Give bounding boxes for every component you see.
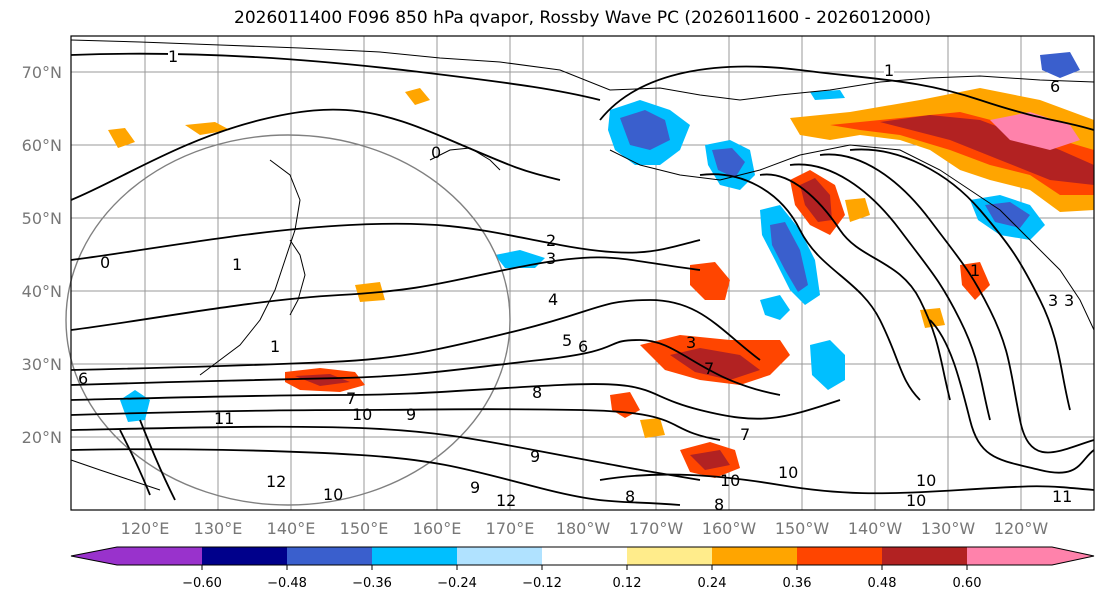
colorbar-cell xyxy=(1052,547,1094,565)
colorbar-tick-label: −0.60 xyxy=(182,576,222,591)
lat-label: 30°N xyxy=(22,355,62,374)
contour-label: 7 xyxy=(704,359,714,378)
colorbar-tick-label: −0.12 xyxy=(522,576,562,591)
contour-label: 6 xyxy=(78,369,88,388)
contour-label: 7 xyxy=(740,425,750,444)
reference-circle xyxy=(65,134,511,506)
contour-label: 7 xyxy=(346,389,356,408)
colorbar-tick-label: 0.36 xyxy=(783,576,812,591)
map-frame xyxy=(70,35,1095,511)
colorbar-cell xyxy=(117,547,202,565)
contour-label: 3 xyxy=(1048,291,1058,310)
contour-label: 12 xyxy=(266,472,286,491)
contour-label: 8 xyxy=(625,487,635,506)
longitude-labels: 120°E 130°E 140°E 150°E 160°E 170°E 180°… xyxy=(121,519,1049,538)
colorbar-tick-label: 0.12 xyxy=(613,576,642,591)
colorbar-tick-label: 0.24 xyxy=(698,576,727,591)
contour-label: 1 xyxy=(168,47,178,66)
lon-label: 150°E xyxy=(340,519,389,538)
contour-label: 4 xyxy=(548,290,558,309)
colorbar-tick-label: −0.48 xyxy=(267,576,307,591)
contour-label: 1 xyxy=(884,61,894,80)
lon-label: 170°E xyxy=(486,519,535,538)
contour-label: 0 xyxy=(431,143,441,162)
colorbar-tick-label: 0.60 xyxy=(953,576,982,591)
lon-label: 160°E xyxy=(413,519,462,538)
lon-label: 140°E xyxy=(267,519,316,538)
contour-label: 8 xyxy=(714,495,724,514)
lon-label: 150°W xyxy=(775,519,830,538)
contour-label-bg xyxy=(884,63,894,77)
lon-label: 180°W xyxy=(556,519,611,538)
contour-labels: 1 1 0 2 3 0 1 4 5 6 3 7 7 8 9 10 11 12 1… xyxy=(78,47,1074,514)
contour-label: 9 xyxy=(406,405,416,424)
colorbar-cell xyxy=(542,547,627,565)
colorbar-cell xyxy=(202,547,287,565)
contour-label-bg xyxy=(168,49,178,63)
contour-label: 2 xyxy=(546,231,556,250)
lon-label: 120°E xyxy=(121,519,170,538)
contour-label: 1 xyxy=(232,255,242,274)
lat-label: 70°N xyxy=(22,63,62,82)
contour-label: 6 xyxy=(578,337,588,356)
colorbar-cell xyxy=(71,547,117,565)
colorbar-tick-label: −0.36 xyxy=(352,576,392,591)
colorbar-cell xyxy=(372,547,457,565)
contour-label: 10 xyxy=(778,463,798,482)
contour-label: 3 xyxy=(546,249,556,268)
latitude-labels: 70°N 60°N 50°N 40°N 30°N 20°N xyxy=(22,63,62,447)
colorbar-tick-label: −0.24 xyxy=(437,576,477,591)
lon-label: 160°W xyxy=(702,519,757,538)
lat-label: 60°N xyxy=(22,136,62,155)
colorbar-cell xyxy=(882,547,967,565)
contour-label: 10 xyxy=(906,491,926,510)
contour-label: 11 xyxy=(214,409,234,428)
contour-lines xyxy=(70,52,1095,506)
contour-label: 0 xyxy=(100,253,110,272)
lon-label: 130°W xyxy=(921,519,976,538)
contour-label: 10 xyxy=(323,485,343,504)
map-title: 2026011400 F096 850 hPa qvapor, Rossby W… xyxy=(234,8,931,28)
lon-label: 140°W xyxy=(848,519,903,538)
contour-label: 12 xyxy=(496,491,516,510)
colorbar: −0.60 −0.48 −0.36 −0.24 −0.12 0.12 0.24 … xyxy=(70,546,1095,591)
contour-label: 10 xyxy=(352,405,372,424)
colorbar-cell xyxy=(712,547,797,565)
colorbar-cell xyxy=(457,547,542,565)
contour-label: 3 xyxy=(1064,291,1074,310)
contour-label: 5 xyxy=(562,331,572,350)
contour-label: 11 xyxy=(1052,487,1072,506)
contour-label: 10 xyxy=(916,471,936,490)
colorbar-outline xyxy=(70,546,1095,566)
contour-label: 8 xyxy=(532,383,542,402)
contour-label: 6 xyxy=(1050,77,1060,96)
contour-label: 3 xyxy=(686,333,696,352)
colorbar-cell xyxy=(627,547,712,565)
contour-label: 10 xyxy=(720,471,740,490)
lat-label: 20°N xyxy=(22,428,62,447)
lon-label: 120°W xyxy=(994,519,1049,538)
colorbar-cell xyxy=(797,547,882,565)
colorbar-cell xyxy=(287,547,372,565)
contour-label: 9 xyxy=(530,447,540,466)
colorbar-cell xyxy=(967,547,1052,565)
lat-label: 50°N xyxy=(22,209,62,228)
lat-label: 40°N xyxy=(22,282,62,301)
lon-label: 170°W xyxy=(629,519,684,538)
contour-label: 1 xyxy=(270,337,280,356)
lon-label: 130°E xyxy=(194,519,243,538)
colorbar-tick-label: 0.48 xyxy=(868,576,897,591)
contour-label: 9 xyxy=(470,478,480,497)
contour-label: 1 xyxy=(970,261,980,280)
